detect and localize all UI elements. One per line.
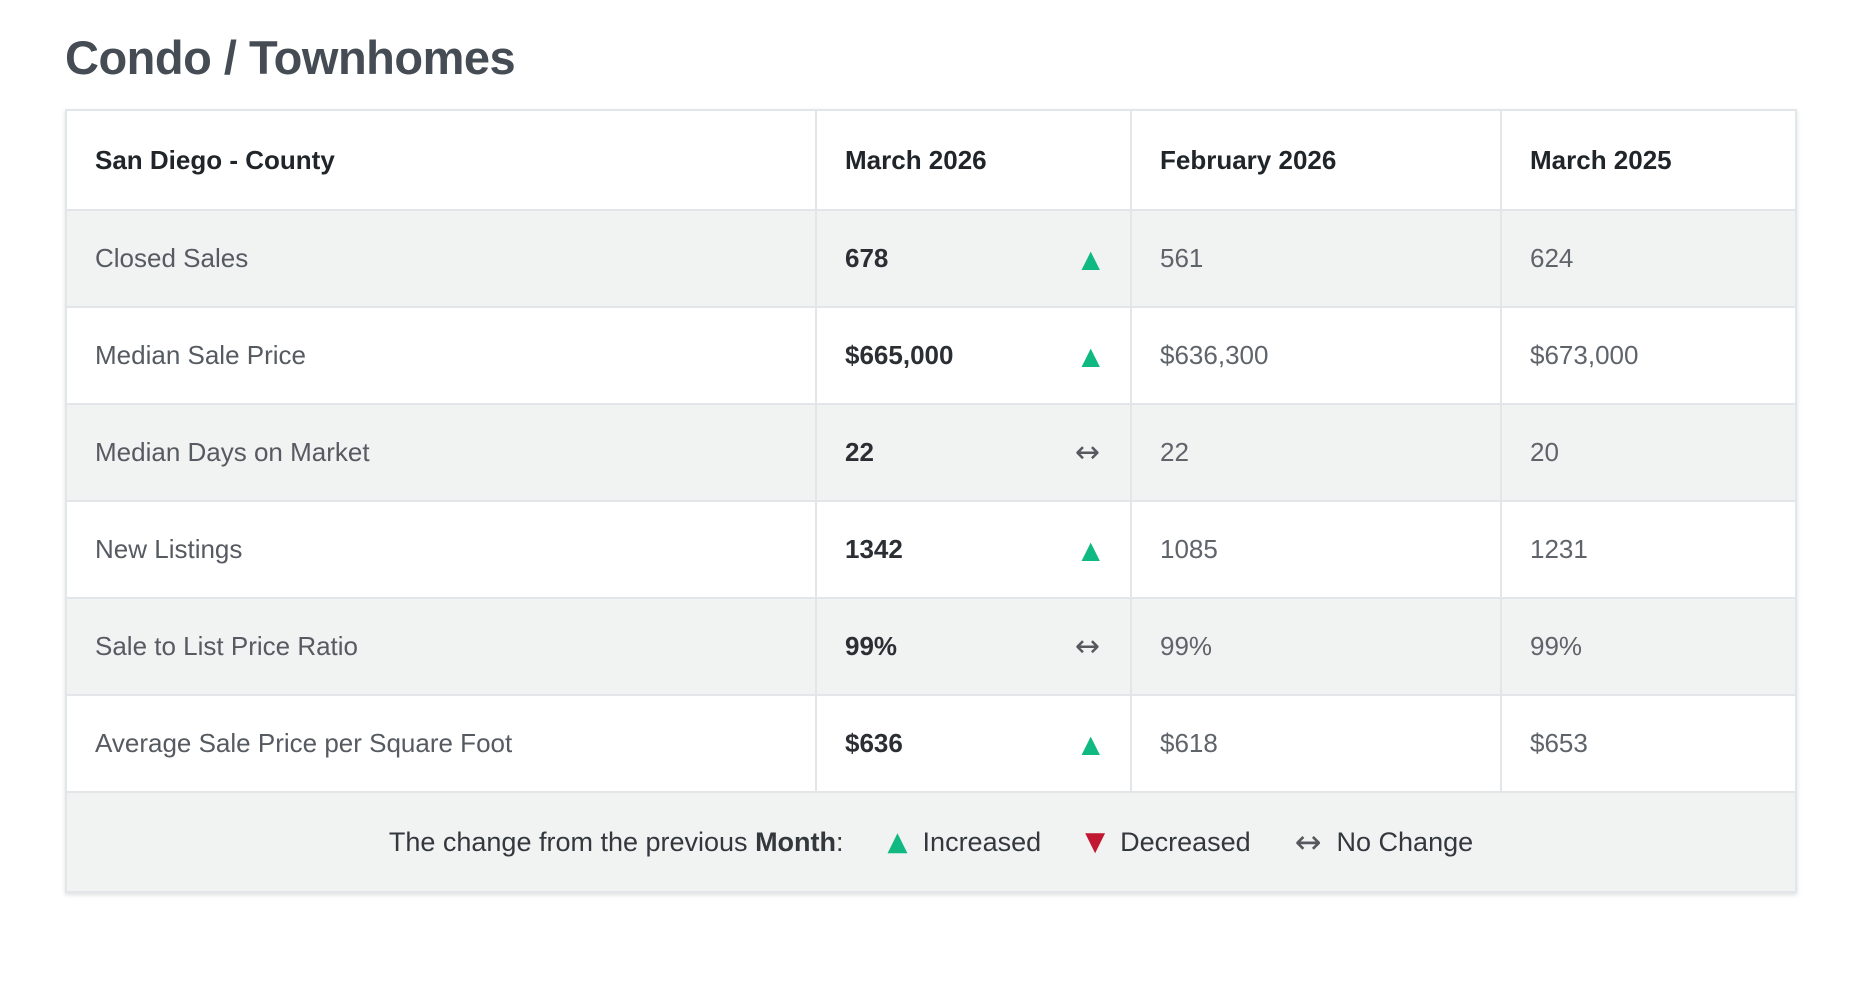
legend-cell: The change from the previous Month: ▲ In… [65, 791, 1797, 893]
previous-year-value: 624 [1500, 209, 1797, 308]
previous-month-value: 1085 [1130, 500, 1502, 599]
metric-label: Median Days on Market [65, 403, 817, 502]
previous-year-value: 99% [1500, 597, 1797, 696]
column-header-previous-month: February 2026 [1130, 109, 1502, 211]
table-row: Closed Sales 678 ▲ 561 624 [65, 209, 1797, 308]
trend-up-icon: ▲ [1081, 535, 1100, 564]
legend: The change from the previous Month: ▲ In… [67, 826, 1795, 858]
no-change-icon: ↔ [1294, 823, 1322, 861]
legend-item-label: Decreased [1120, 826, 1251, 857]
legend-item-label: No Change [1336, 826, 1474, 857]
column-header-current-month: March 2026 [815, 109, 1132, 211]
metric-label: Median Sale Price [65, 306, 817, 405]
previous-month-value: 561 [1130, 209, 1502, 308]
report-page: Condo / Townhomes San Diego - County Mar… [0, 30, 1860, 996]
legend-caption: The change from the previous Month: [389, 827, 844, 858]
no-change-icon: ↔ [1074, 628, 1100, 664]
no-change-icon: ↔ [1074, 434, 1100, 470]
increased-icon: ▲ [887, 827, 908, 857]
current-value: 99% [845, 631, 898, 661]
previous-year-value: 1231 [1500, 500, 1797, 599]
header-row: San Diego - County March 2026 February 2… [65, 109, 1797, 211]
current-value-cell: $665,000 ▲ [815, 306, 1132, 405]
previous-year-value: $653 [1500, 694, 1797, 793]
current-value: 22 [845, 437, 874, 467]
column-header-previous-year: March 2025 [1500, 109, 1797, 211]
previous-month-value: $636,300 [1130, 306, 1502, 405]
metric-label: New Listings [65, 500, 817, 599]
previous-month-value: 22 [1130, 403, 1502, 502]
table-row: Median Sale Price $665,000 ▲ $636,300 $6… [65, 306, 1797, 405]
trend-up-icon: ▲ [1081, 729, 1100, 758]
current-value-cell: 22 ↔ [815, 403, 1132, 502]
current-value-cell: $636 ▲ [815, 694, 1132, 793]
column-header-region: San Diego - County [65, 109, 817, 211]
metric-label: Sale to List Price Ratio [65, 597, 817, 696]
table-row: Average Sale Price per Square Foot $636 … [65, 694, 1797, 793]
previous-year-value: 20 [1500, 403, 1797, 502]
current-value: 678 [845, 243, 889, 273]
metric-label: Average Sale Price per Square Foot [65, 694, 817, 793]
legend-item-decreased: ▼ Decreased [1085, 827, 1251, 858]
table-row: New Listings 1342 ▲ 1085 1231 [65, 500, 1797, 599]
legend-item-label: Increased [922, 826, 1042, 857]
trend-up-icon: ▲ [1081, 341, 1100, 370]
market-stats-table: San Diego - County March 2026 February 2… [65, 109, 1797, 893]
legend-item-increased: ▲ Increased [888, 827, 1042, 858]
legend-caption-text: The change from the previous [388, 826, 756, 857]
previous-month-value: $618 [1130, 694, 1502, 793]
legend-item-no-change: ↔ No Change [1295, 826, 1473, 858]
decreased-icon: ▼ [1085, 827, 1106, 857]
previous-year-value: $673,000 [1500, 306, 1797, 405]
table-row: Sale to List Price Ratio 99% ↔ 99% 99% [65, 597, 1797, 696]
page-title: Condo / Townhomes [65, 31, 516, 84]
current-value: 1342 [845, 534, 903, 564]
table-row: Median Days on Market 22 ↔ 22 20 [65, 403, 1797, 502]
current-value-cell: 678 ▲ [815, 209, 1132, 308]
legend-caption-bold: Month [755, 826, 837, 857]
current-value: $665,000 [845, 340, 954, 370]
legend-row: The change from the previous Month: ▲ In… [65, 791, 1797, 893]
previous-month-value: 99% [1130, 597, 1502, 696]
current-value-cell: 1342 ▲ [815, 500, 1132, 599]
trend-up-icon: ▲ [1081, 244, 1100, 273]
metric-label: Closed Sales [65, 209, 817, 308]
current-value: $636 [845, 728, 903, 758]
legend-caption-colon: : [836, 826, 844, 857]
current-value-cell: 99% ↔ [815, 597, 1132, 696]
